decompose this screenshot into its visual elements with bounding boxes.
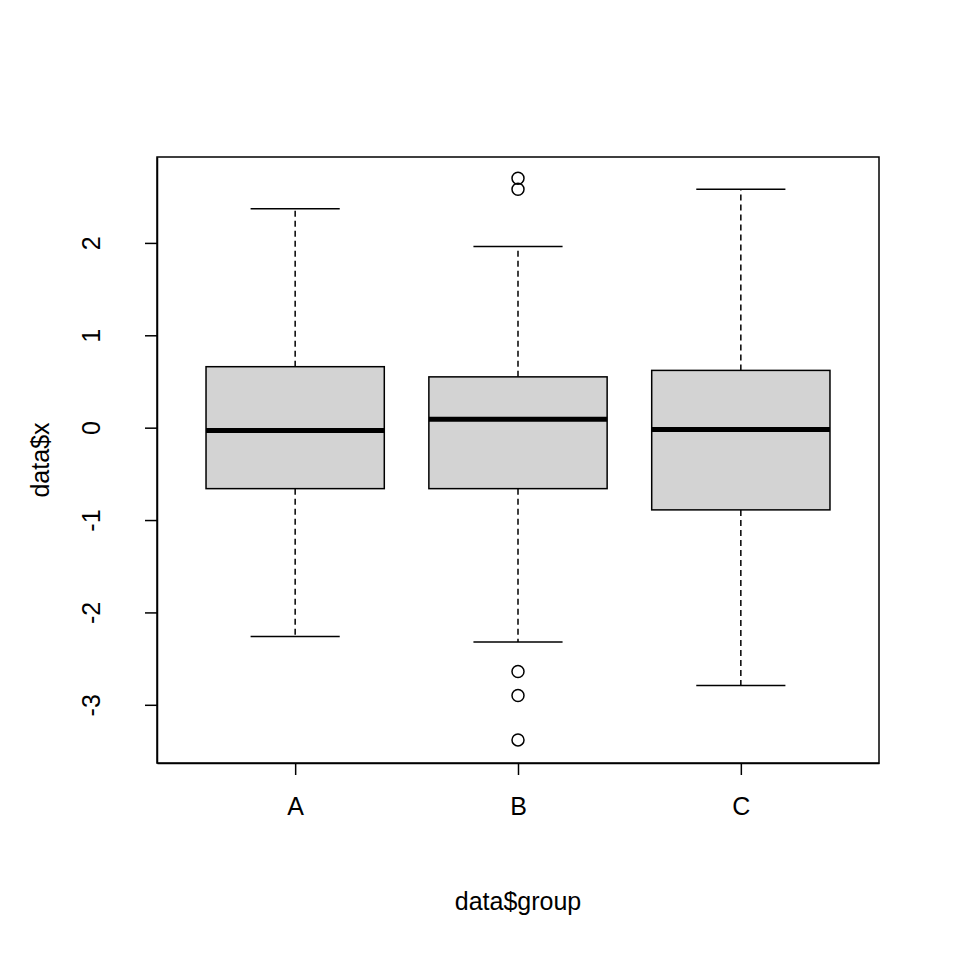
x-tick: A	[287, 763, 304, 820]
whisker	[740, 189, 742, 370]
y-axis-line	[157, 158, 159, 764]
y-tick-label: 2	[77, 236, 105, 250]
box	[429, 377, 607, 489]
x-tick: C	[732, 763, 750, 820]
whisker	[517, 247, 519, 377]
whisker	[517, 489, 519, 642]
whisker	[294, 209, 296, 367]
y-tick-mark	[145, 612, 157, 614]
whisker-cap	[473, 641, 562, 643]
outlier	[512, 734, 524, 746]
median	[652, 427, 830, 432]
y-tick: -2	[77, 602, 157, 624]
x-tick-mark	[741, 763, 743, 775]
y-tick: 2	[77, 236, 157, 250]
x-tick-label: B	[510, 792, 527, 820]
x-tick-label: A	[287, 792, 304, 820]
outlier	[512, 172, 524, 184]
y-tick-label: 1	[77, 329, 105, 343]
whisker-cap	[473, 246, 562, 248]
box-group	[206, 209, 384, 637]
whisker	[740, 510, 742, 686]
x-tick: B	[510, 763, 527, 820]
x-tick-mark	[518, 763, 520, 775]
whisker-cap	[251, 636, 340, 638]
y-tick-label: -1	[77, 509, 105, 531]
whisker	[294, 489, 296, 637]
box-group	[652, 189, 830, 685]
outlier	[512, 183, 524, 195]
y-tick-label: -2	[77, 602, 105, 624]
plot-area	[206, 172, 830, 746]
y-tick: 0	[77, 421, 157, 435]
y-tick-label: -3	[77, 694, 105, 716]
y-tick-mark	[145, 427, 157, 429]
y-tick-mark	[145, 520, 157, 522]
y-tick-mark	[145, 705, 157, 707]
y-tick-mark	[145, 335, 157, 337]
box	[206, 367, 384, 489]
whisker-cap	[696, 685, 785, 687]
y-tick: -1	[77, 509, 157, 531]
background	[0, 0, 960, 960]
y-tick-mark	[145, 243, 157, 245]
x-tick-label: C	[732, 792, 750, 820]
whisker-cap	[251, 208, 340, 210]
plot-frame	[157, 157, 879, 763]
outlier	[512, 690, 524, 702]
outlier	[512, 666, 524, 678]
x-axis-title: data$group	[455, 887, 582, 915]
y-axis-title: data$x	[26, 422, 54, 498]
box-group	[429, 172, 607, 746]
median	[429, 417, 607, 422]
x-axis: A B C	[158, 763, 880, 820]
y-axis: -3 -2 -1 0 1 2	[77, 158, 158, 764]
y-tick: -3	[77, 694, 157, 716]
whisker-cap	[696, 189, 785, 191]
y-tick: 1	[77, 329, 157, 343]
box	[652, 370, 830, 509]
y-tick-label: 0	[77, 421, 105, 435]
chart: -3 -2 -1 0 1 2 A B Cdata$group data$x	[0, 0, 960, 960]
x-tick-mark	[295, 763, 297, 775]
median	[206, 428, 384, 433]
